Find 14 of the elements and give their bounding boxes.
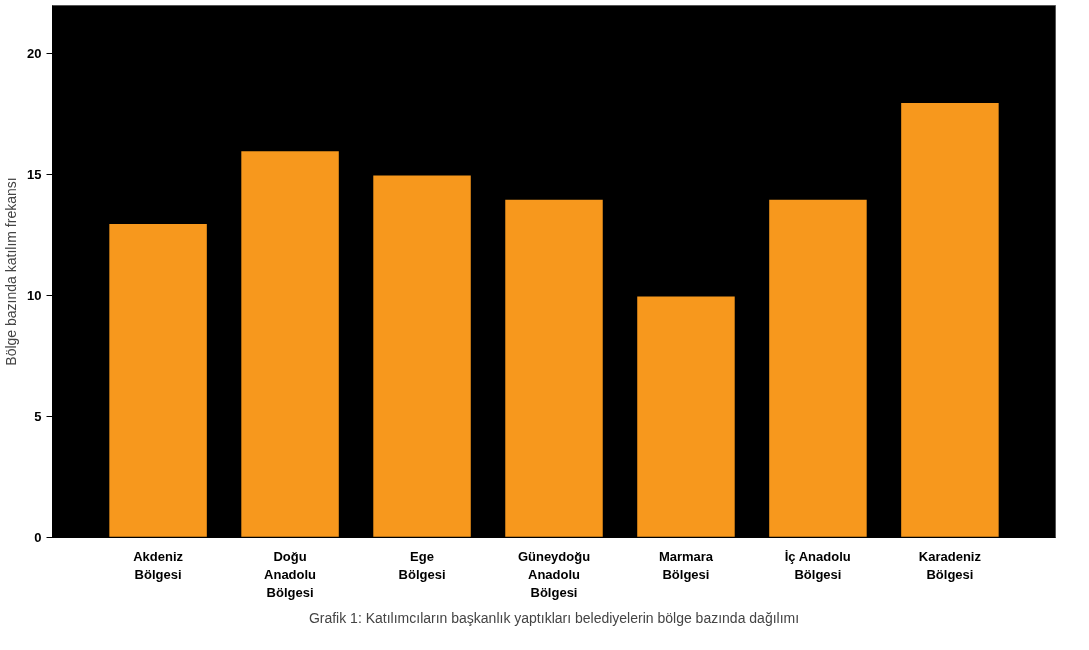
x-tick-label: Karadeniz Bölgesi [918, 548, 982, 582]
y-tick-label: 5 [34, 409, 42, 425]
y-tick-label: 10 [27, 288, 42, 304]
x-tick-label: Akdeniz Bölgesi [133, 548, 184, 582]
x-tick-label: Ege Bölgesi [398, 548, 446, 582]
y-tick-label: 0 [34, 530, 42, 545]
x-tick-label: İç Anadolu Bölgesi [784, 548, 851, 582]
x-tick-label: Güneydoğu Anadolu Bölgesi [517, 548, 591, 600]
text: Grafik 1: Katılımcıların başkanlık yaptıkları belediyelerin bölge bazında dağılımı [308, 609, 800, 626]
y-tick-label: 15 [27, 167, 42, 183]
x-tick-label: Marmara Bölgesi [658, 548, 714, 582]
x-tick-label: Doğu Anadolu Bölgesi [264, 548, 317, 600]
y-tick-label: 20 [27, 46, 42, 62]
y-axis-title: Bölge bazında katılım frekansı [3, 177, 20, 366]
